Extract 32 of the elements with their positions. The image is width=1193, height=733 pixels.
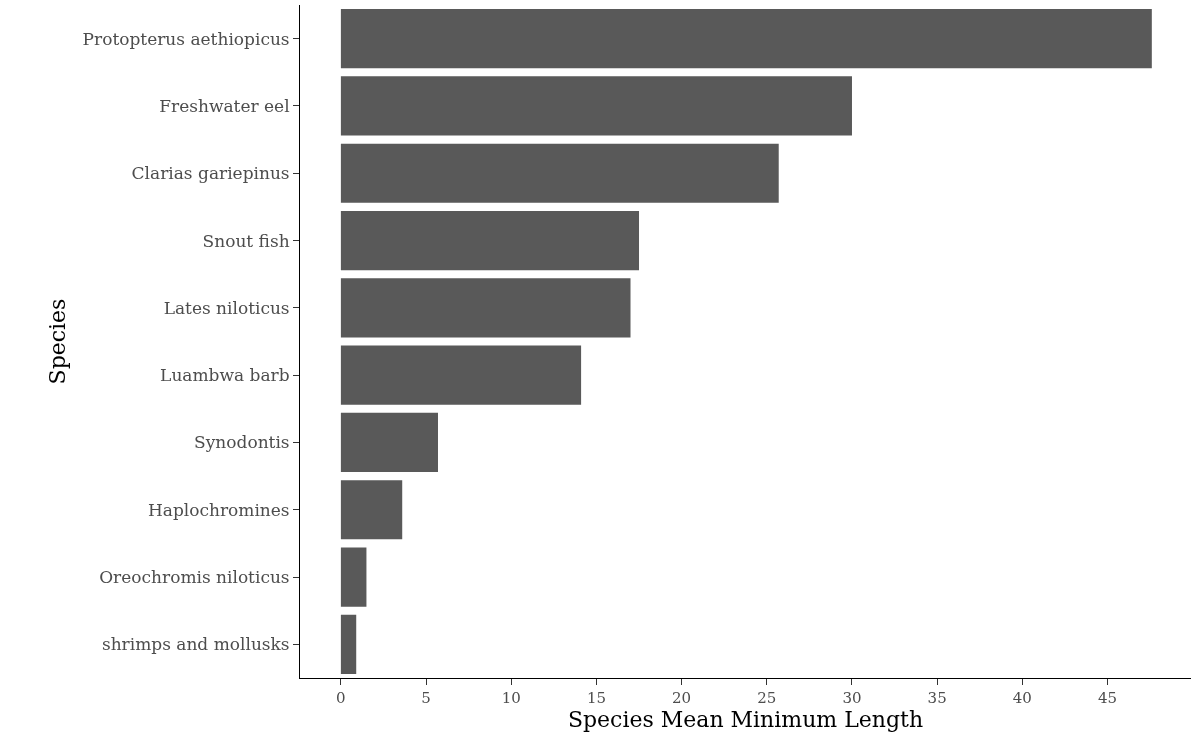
- bar: [340, 76, 852, 136]
- x-tick-label: 10: [501, 689, 521, 707]
- y-tick-label: Snout fish: [202, 230, 290, 251]
- x-tick-label: 5: [421, 689, 431, 707]
- bar: [340, 210, 640, 271]
- x-tick-label: 20: [672, 689, 692, 707]
- y-tick-label: Haplochromines: [147, 499, 290, 520]
- x-tick-label: 40: [1012, 689, 1032, 707]
- bar: [340, 614, 357, 674]
- bar: [340, 9, 1152, 69]
- x-tick-label: 25: [757, 689, 777, 707]
- x-tick-label: 0: [336, 689, 346, 707]
- bar: [340, 143, 779, 203]
- bar: [340, 547, 367, 607]
- bar: [340, 480, 403, 540]
- y-tick-label: Freshwater eel: [159, 95, 290, 116]
- y-tick-label: Oreochromis niloticus: [99, 567, 290, 587]
- y-axis-title: Species: [45, 298, 71, 385]
- bar: [340, 412, 438, 473]
- x-tick-label: 30: [842, 689, 862, 707]
- bar: [340, 278, 631, 338]
- y-tick-label: Protopterus aethiopicus: [82, 28, 290, 49]
- bar: [340, 345, 582, 405]
- x-tick-label: 45: [1097, 689, 1118, 707]
- x-tick-label: 15: [586, 689, 606, 707]
- y-tick-label: Clarias gariepinus: [131, 163, 290, 184]
- y-tick-label: shrimps and mollusks: [101, 634, 290, 655]
- x-axis-title: Species Mean Minimum Length: [567, 707, 924, 732]
- y-tick-label: Lates niloticus: [163, 297, 290, 318]
- y-tick-label: Luambwa barb: [160, 365, 290, 386]
- y-tick-label: Synodontis: [194, 432, 290, 453]
- x-tick-label: 35: [927, 689, 947, 707]
